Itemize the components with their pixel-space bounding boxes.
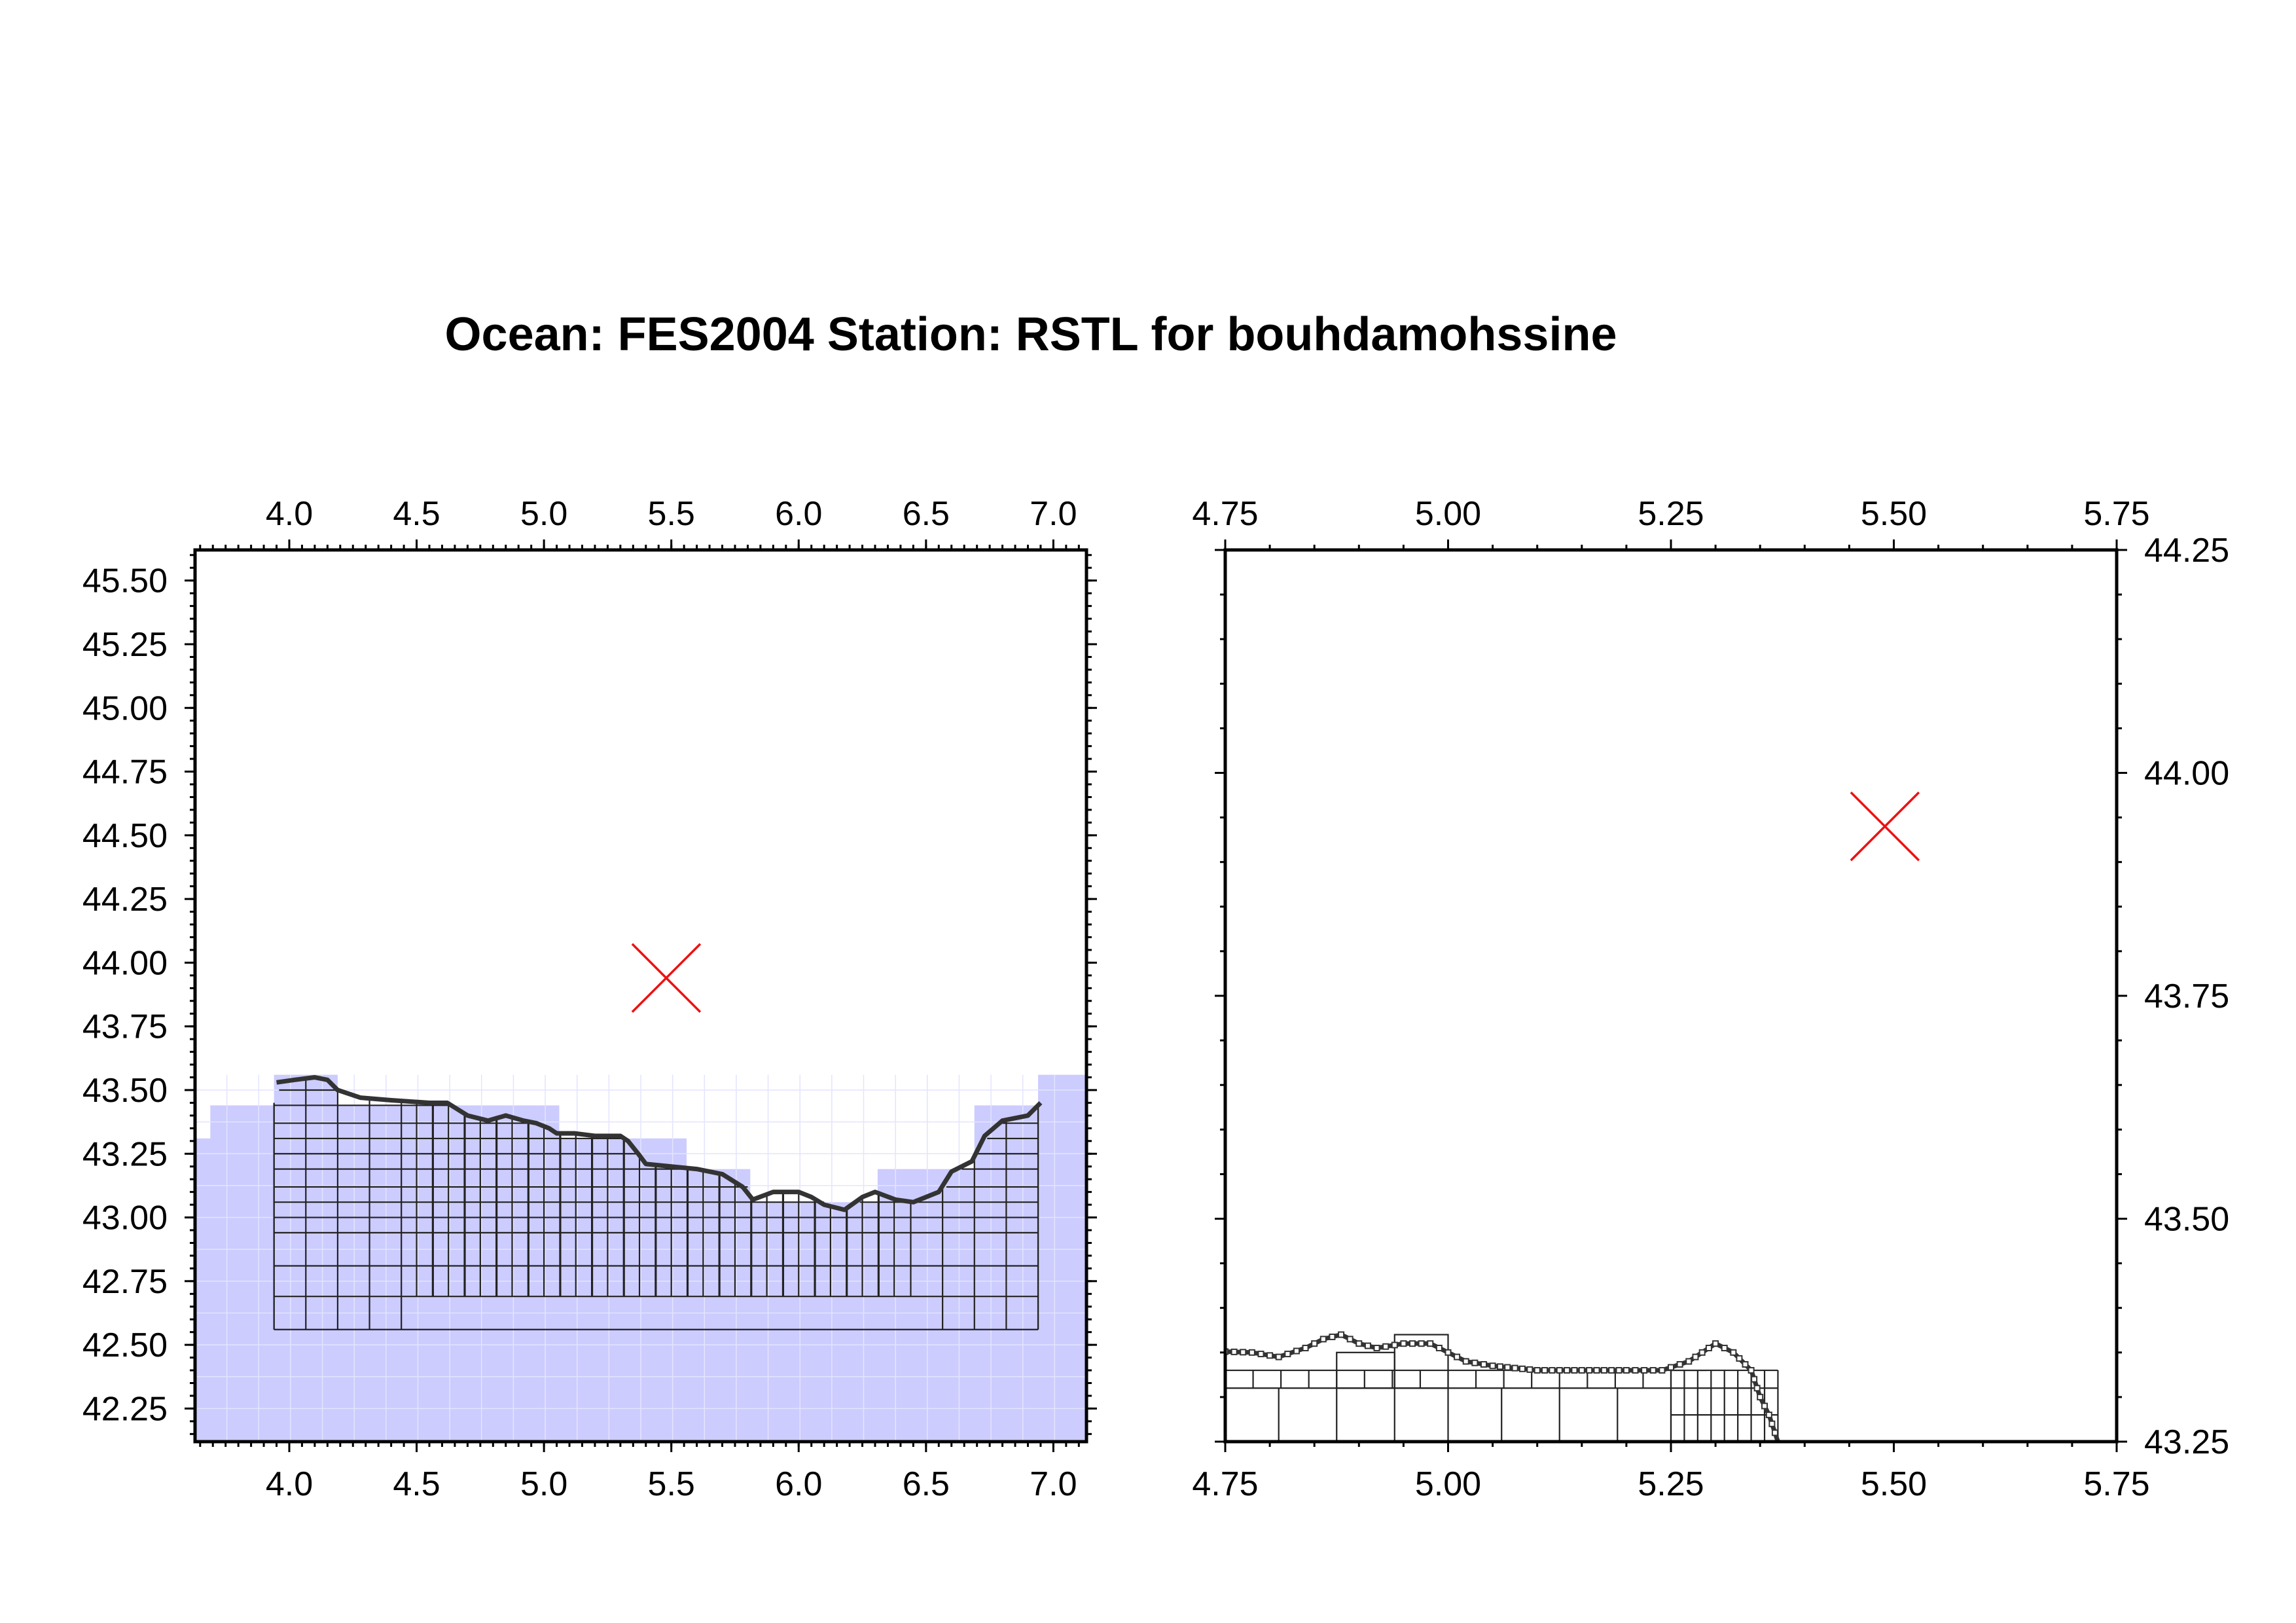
y-tick-label: 43.50	[82, 1072, 168, 1110]
x-tick-label-bottom: 6.0	[775, 1465, 822, 1503]
y-tick-label: 43.75	[2144, 977, 2229, 1015]
x-tick-label-top: 4.75	[1192, 495, 1258, 533]
y-tick-label: 42.25	[82, 1390, 168, 1428]
zoom-plot-area	[1225, 791, 1920, 1442]
x-tick-label-bottom: 5.50	[1861, 1465, 1927, 1503]
overview-plot-area	[195, 943, 1086, 1442]
zoom-x-axis: 4.75 4.75 5.00 5.00 5.25 5.25 5.50 5.50 5.75 5.75	[1192, 495, 2149, 1503]
x-tick-label-top: 6.0	[775, 495, 822, 533]
x-tick-label-top: 5.50	[1861, 495, 1927, 533]
x-tick-label-bottom: 5.0	[520, 1465, 567, 1503]
x-tick-label-top: 5.5	[648, 495, 695, 533]
finite-element-mesh	[1225, 1334, 1779, 1442]
coastline	[276, 1075, 1043, 1213]
x-tick-label-top: 5.25	[1638, 495, 1704, 533]
y-tick-label: 43.75	[82, 1008, 168, 1046]
station-marker	[631, 943, 702, 1013]
x-tick-label-bottom: 4.5	[393, 1465, 440, 1503]
y-tick-label: 44.50	[82, 817, 168, 855]
chart-title: Ocean: FES2004 Station: RSTL for bouhdam…	[445, 308, 1617, 361]
y-tick-label: 43.25	[2144, 1423, 2229, 1461]
y-tick-label: 44.25	[2144, 532, 2229, 570]
x-tick-label-top: 5.75	[2083, 495, 2149, 533]
x-tick-label-top: 7.0	[1030, 495, 1077, 533]
zoom-map: 4.75 4.75 5.00 5.00 5.25 5.25 5.50 5.50 5.75 5.75…	[1192, 495, 2229, 1503]
overview-y-axis: 42.25 42.50 42.75 43.00 43.25 43.50 43.75 44.00…	[82, 554, 1097, 1435]
y-tick-label: 43.00	[82, 1199, 168, 1237]
y-tick-label: 45.25	[82, 626, 168, 664]
y-tick-label: 44.75	[82, 754, 168, 792]
y-tick-label: 43.25	[82, 1135, 168, 1173]
x-tick-label-top: 4.0	[266, 495, 313, 533]
y-tick-label: 44.00	[82, 944, 168, 982]
y-tick-label: 43.50	[2144, 1201, 2229, 1239]
y-tick-label: 45.50	[82, 562, 168, 600]
x-tick-label-bottom: 5.5	[648, 1465, 695, 1503]
y-tick-label: 42.75	[82, 1263, 168, 1301]
y-tick-label: 42.50	[82, 1326, 168, 1364]
y-tick-label: 44.00	[2144, 755, 2229, 793]
x-tick-label-bottom: 6.5	[903, 1465, 950, 1503]
x-tick-label-bottom: 5.25	[1638, 1465, 1704, 1503]
x-tick-label-top: 5.00	[1415, 495, 1481, 533]
overview-map: 4.0 4.0 4.5 4.5 5.0 5.0 5.5 5.5 6.0 6.0 6.5 6.5 7.0 7…	[82, 495, 1097, 1503]
y-tick-label: 45.00	[82, 689, 168, 727]
x-tick-label-bottom: 4.0	[266, 1465, 313, 1503]
overview-x-axis: 4.0 4.0 4.5 4.5 5.0 5.0 5.5 5.5 6.0 6.0 6.5 6.5 7.0 7…	[199, 495, 1080, 1503]
x-tick-label-top: 6.5	[903, 495, 950, 533]
x-tick-label-bottom: 7.0	[1030, 1465, 1077, 1503]
x-tick-label-top: 4.5	[393, 495, 440, 533]
finite-element-mesh	[273, 1078, 1039, 1330]
station-marker	[1850, 791, 1920, 862]
x-tick-label-bottom: 4.75	[1192, 1465, 1258, 1503]
x-tick-label-top: 5.0	[520, 495, 567, 533]
x-tick-label-bottom: 5.00	[1415, 1465, 1481, 1503]
x-tick-label-bottom: 5.75	[2083, 1465, 2149, 1503]
y-tick-label: 44.25	[82, 881, 168, 919]
zoom-y-axis: 43.25 43.50 43.75 44.00 44.25	[1215, 532, 2229, 1461]
overview-frame	[193, 548, 1088, 1444]
coastline-nodes	[1225, 1331, 1778, 1436]
